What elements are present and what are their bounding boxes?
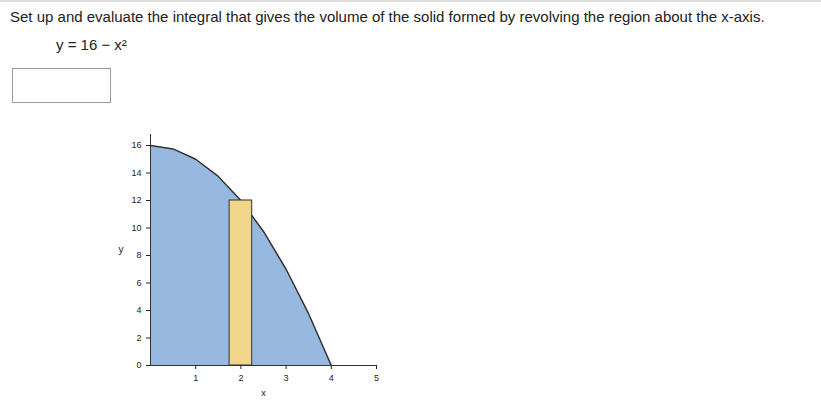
html-text:Set up and evaluate the integr: Set up and evaluate the integral that gi… [10,8,765,25]
svg-text:6: 6 [136,278,141,288]
html-text:y = 16 − x²: y = 16 − x² [56,36,127,53]
svg-text:4: 4 [329,373,334,383]
svg-text:0: 0 [136,360,141,370]
svg-text:3: 3 [284,373,289,383]
svg-text:4: 4 [136,305,141,315]
svg-text:16: 16 [131,140,141,150]
svg-text:2: 2 [238,373,243,383]
svg-text:8: 8 [136,250,141,260]
svg-text:y: y [119,244,124,255]
svg-text:x: x [261,388,266,398]
svg-text:14: 14 [131,168,141,178]
svg-text:12: 12 [131,195,141,205]
svg-text:2: 2 [136,333,141,343]
svg-text:5: 5 [374,373,379,383]
svg-text:10: 10 [131,223,141,233]
svg-text:1: 1 [193,373,198,383]
